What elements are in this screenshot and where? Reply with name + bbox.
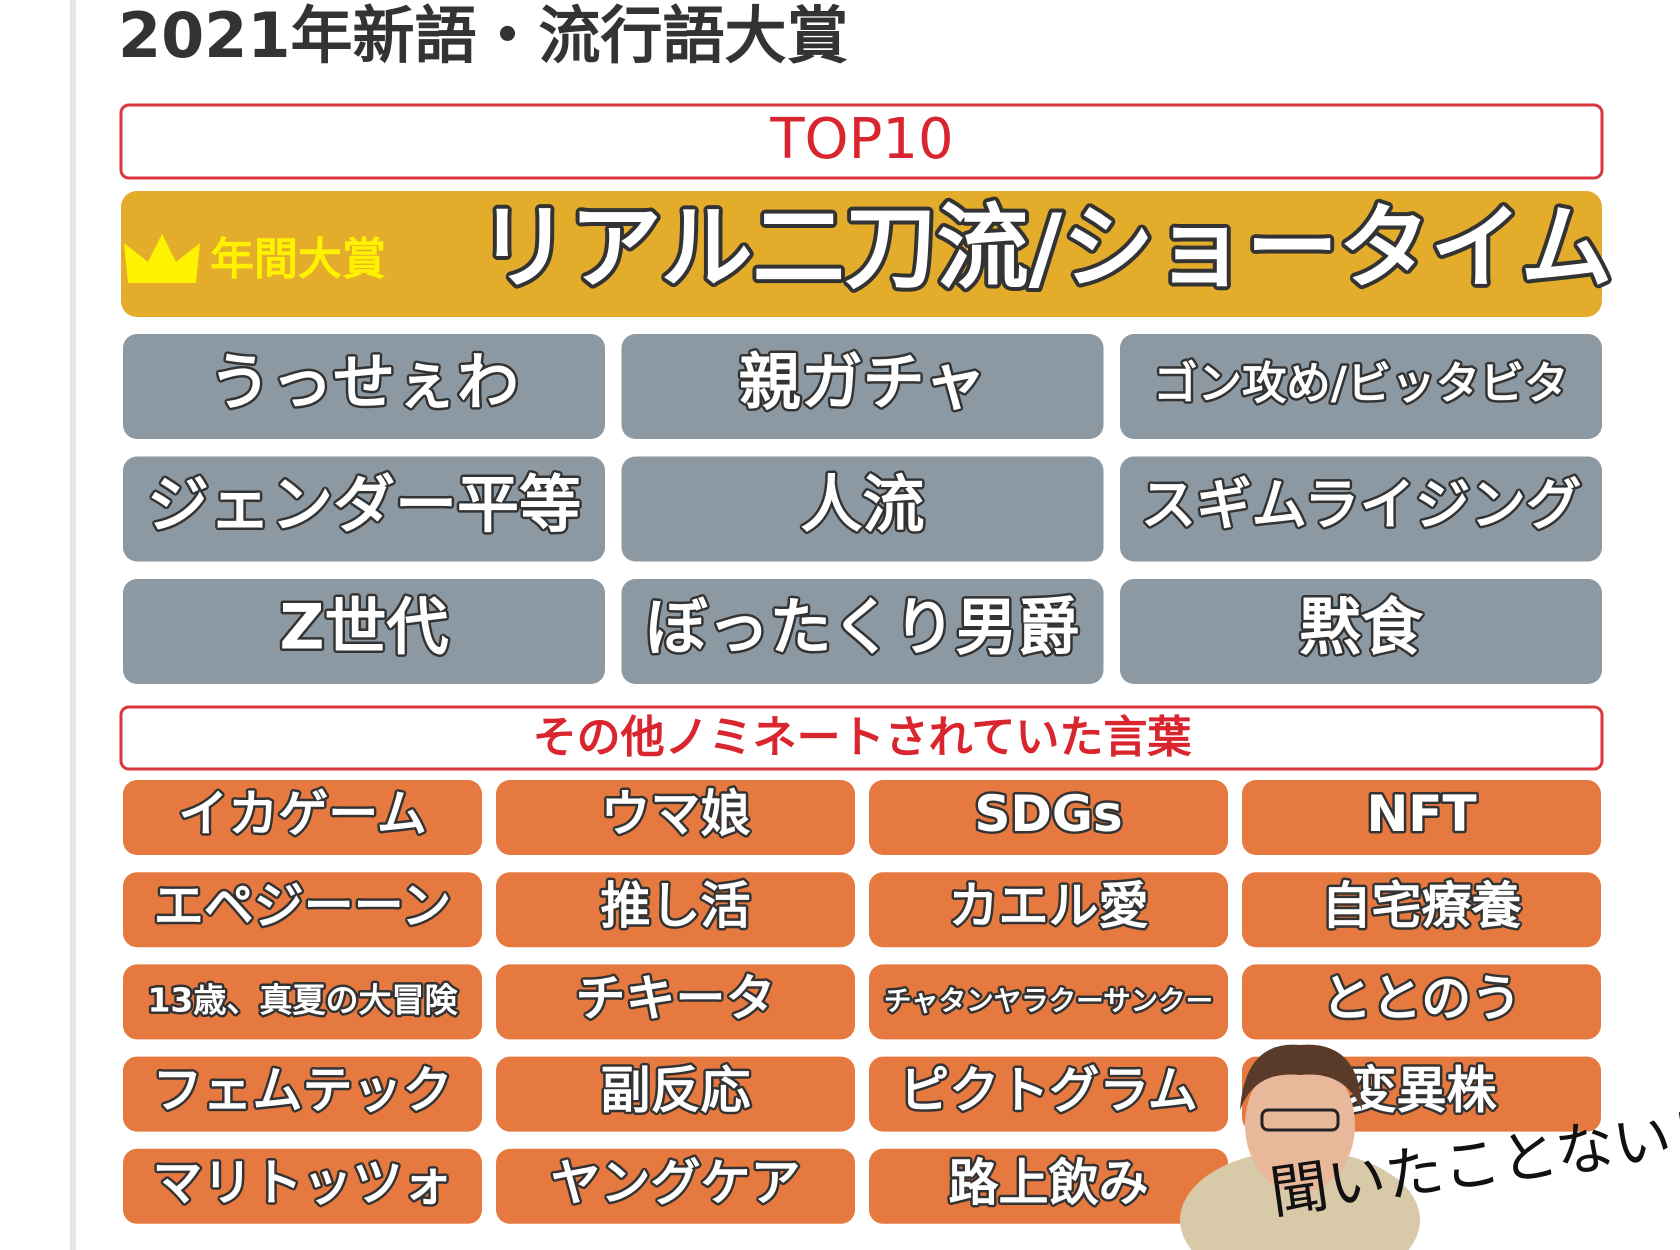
- crown-icon: [124, 234, 200, 283]
- word-box: [1242, 780, 1601, 855]
- word-box: [496, 1056, 855, 1132]
- word-box: [621, 579, 1104, 684]
- word-text: マリトッツォ: [153, 1154, 453, 1212]
- word-text: 黙食: [1299, 591, 1424, 664]
- word-box: [123, 872, 482, 948]
- top10-label: TOP10: [769, 107, 953, 172]
- word-text: 変異株: [1347, 1062, 1498, 1120]
- word-text: ピクトグラム: [899, 1062, 1198, 1120]
- word-text: カエル愛: [949, 877, 1149, 935]
- word-text: SDGs: [974, 785, 1122, 843]
- side-border: [70, 0, 76, 1250]
- word-box: [123, 579, 605, 684]
- grand-prize-badge: 年間大賞: [210, 234, 386, 285]
- word-box: [621, 334, 1104, 439]
- word-box: [621, 456, 1104, 562]
- word-box: [496, 872, 855, 948]
- word-box: [123, 334, 605, 439]
- word-box: [869, 872, 1228, 948]
- word-text: エペジーーン: [154, 877, 452, 935]
- word-box: [496, 1148, 855, 1224]
- word-box: [869, 1056, 1228, 1132]
- word-text: 13歳、真夏の大冒険: [147, 980, 458, 1019]
- word-box: [1242, 964, 1601, 1040]
- word-box: [123, 1056, 482, 1132]
- word-box: [123, 1148, 482, 1224]
- word-text: チキータ: [576, 969, 776, 1027]
- word-box: [496, 964, 855, 1040]
- word-text: ジェンダー平等: [147, 468, 581, 541]
- word-text: フェムテック: [153, 1062, 453, 1120]
- word-text: 推し活: [601, 877, 751, 935]
- word-text: イカゲーム: [178, 785, 427, 843]
- top10-box: [119, 103, 1604, 180]
- word-box: [1120, 579, 1602, 684]
- word-box: [1120, 456, 1602, 562]
- grand-prize-box: [121, 191, 1602, 317]
- word-text: 路上飲み: [949, 1154, 1149, 1212]
- nominees-label: その他ノミネートされていた言葉: [533, 712, 1193, 763]
- word-text: ゴン攻め/ビッタビタ: [1153, 359, 1568, 410]
- word-text: Z世代: [280, 591, 449, 664]
- word-box: [123, 964, 482, 1040]
- word-box: [869, 964, 1228, 1040]
- word-box: [123, 780, 482, 855]
- grand-prize-word: リアル二刀流/ショータイム: [478, 194, 1613, 301]
- word-box: [496, 780, 855, 855]
- word-text: スギムライジング: [1141, 474, 1582, 538]
- word-text: うっせぇわ: [209, 346, 519, 419]
- word-box: [1242, 872, 1601, 948]
- word-text: 自宅療養: [1322, 877, 1522, 935]
- word-text: NFT: [1366, 785, 1476, 843]
- word-text: ぼったくり男爵: [645, 591, 1079, 664]
- word-text: ととのう: [1322, 969, 1522, 1027]
- page-title: 2021年新語・流行語大賞: [118, 0, 849, 72]
- word-box: [869, 1148, 1228, 1224]
- person-photo: [1180, 1044, 1420, 1250]
- word-text: 人流: [800, 468, 924, 541]
- word-text: ウマ娘: [601, 785, 751, 843]
- word-text: チャタンヤラクーサンクー: [884, 985, 1213, 1017]
- word-box: [123, 456, 605, 562]
- word-text: 親ガチャ: [739, 346, 986, 419]
- word-box: [869, 780, 1228, 855]
- word-text: ヤングケア: [551, 1154, 801, 1212]
- nominees-box: [119, 705, 1604, 771]
- word-box: [1120, 334, 1602, 439]
- word-text: 副反応: [601, 1062, 751, 1120]
